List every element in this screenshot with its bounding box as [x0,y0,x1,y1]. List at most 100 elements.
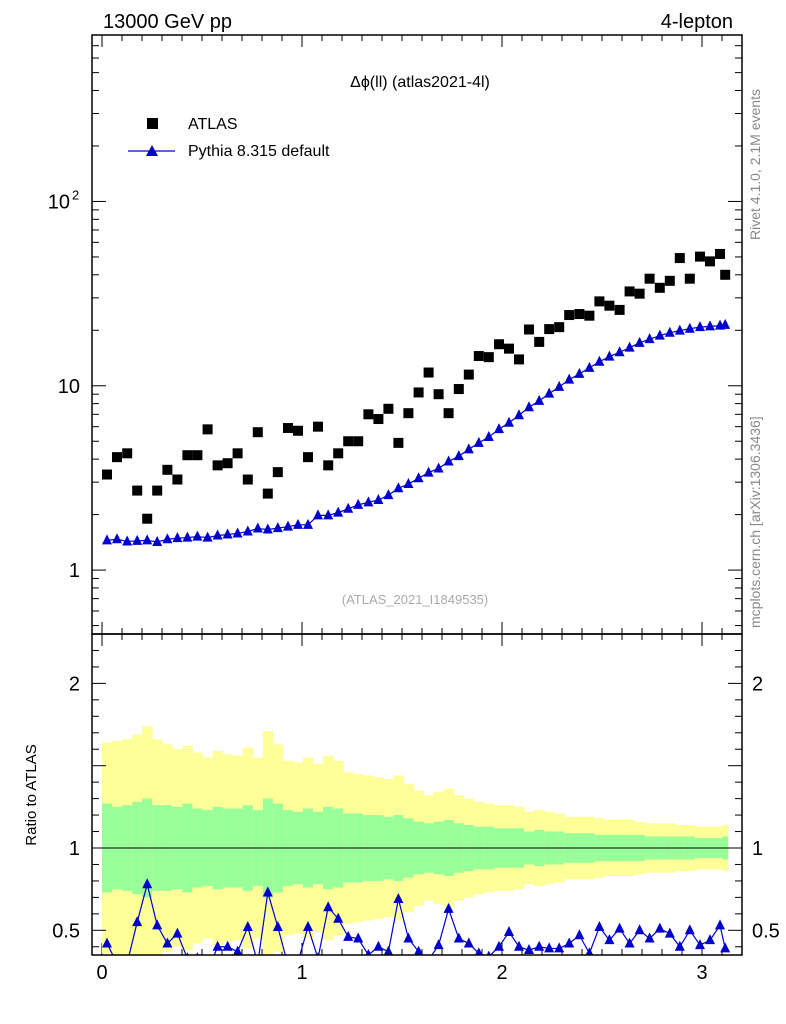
atlas-point [463,369,474,380]
ratio-point [203,965,213,975]
pythia-point [102,534,112,545]
atlas-point [584,310,595,321]
ratio-point [664,927,675,938]
ratio-point [433,939,444,950]
atlas-point [574,309,585,320]
atlas-point [272,467,283,478]
ratio-point [695,939,705,950]
atlas-point [604,300,615,311]
ratio-point [564,937,575,948]
atlas-point [192,450,203,461]
pythia-point [674,324,685,335]
ratio-point [443,902,454,913]
pythia-point [614,346,625,357]
analysis-tag: (ATLAS_2021_I1849535) [342,592,488,607]
ratio-point [413,945,424,955]
atlas-point [323,460,334,471]
ratio-y-tick-label-right: 0.5 [752,920,780,942]
pythia-point [634,336,645,347]
pythia-point [202,531,213,542]
pythia-point [584,361,595,372]
pythia-point [323,509,334,520]
ratio-point [614,922,625,933]
pythia-point [433,462,444,473]
atlas-point [524,324,534,335]
pythia-point [182,531,193,542]
pythia-point [373,494,384,505]
atlas-point [705,256,715,267]
pythia-point [272,522,283,533]
pythia-point [463,443,474,454]
pythia-point [453,450,464,461]
x-tick-label: 2 [496,962,507,984]
ratio-point [186,952,189,955]
pythia-point [644,333,655,344]
ratio-point [514,940,524,951]
atlas-point [695,251,705,262]
pythia-point [192,530,203,541]
pythia-point [443,455,454,466]
y-tick-label: 1 [69,560,80,582]
atlas-point [222,458,233,469]
atlas-point [443,408,454,419]
atlas-point [433,389,444,400]
ratio-point [112,957,122,967]
pythia-point [705,320,715,331]
ratio-point [122,957,132,967]
pythia-point [313,509,323,520]
ratio-point [624,937,635,948]
ratio-point [222,940,233,951]
pythia-point [293,518,303,529]
ratio-point [333,912,344,923]
pythia-point [152,536,163,547]
y-tick-exponent: 2 [72,187,79,202]
ratio-point [272,921,283,932]
ratio-point [504,925,514,936]
ratio-point [486,950,491,955]
ratio-point [232,945,243,955]
atlas-point [353,436,364,447]
ratio-point [544,942,555,953]
ratio-point [343,930,354,941]
atlas-point [293,425,303,436]
chart-title: Δϕ(ll) (atlas2021-4l) [350,74,490,91]
atlas-point [664,275,675,286]
ratio-point [594,921,605,932]
atlas-point [252,427,263,438]
pythia-point [594,355,605,366]
rivet-label: Rivet 4.1.0, 2.1M events [747,89,763,240]
pythia-point [720,318,731,329]
atlas-point [544,324,555,335]
atlas-point [534,336,545,347]
ratio-point [132,916,143,927]
y-tick-label: 10 [48,191,70,213]
pythia-point [684,322,695,333]
pythia-point [172,532,183,543]
atlas-point [554,322,565,333]
atlas-point [212,460,223,471]
ratio-point [705,934,715,945]
atlas-point [152,485,163,496]
atlas-point [313,421,323,432]
atlas-point [473,351,484,362]
pythia-point [232,527,243,538]
pythia-point [624,341,635,352]
atlas-point [720,269,731,280]
ratio-point [604,934,615,945]
atlas-point [202,424,213,435]
ratio-point [715,919,725,930]
atlas-point [283,423,293,434]
atlas-point [232,448,243,459]
ratio-point [463,937,474,948]
ratio-point [534,940,545,951]
ratio-point [654,922,665,933]
ratio-point [383,945,394,955]
atlas-point [494,339,504,350]
atlas-point [514,354,524,365]
ratio-point [365,949,372,955]
ratio-point [644,932,655,943]
ratio-point [574,929,585,940]
atlas-point [453,384,464,395]
ratio-point [283,959,293,969]
